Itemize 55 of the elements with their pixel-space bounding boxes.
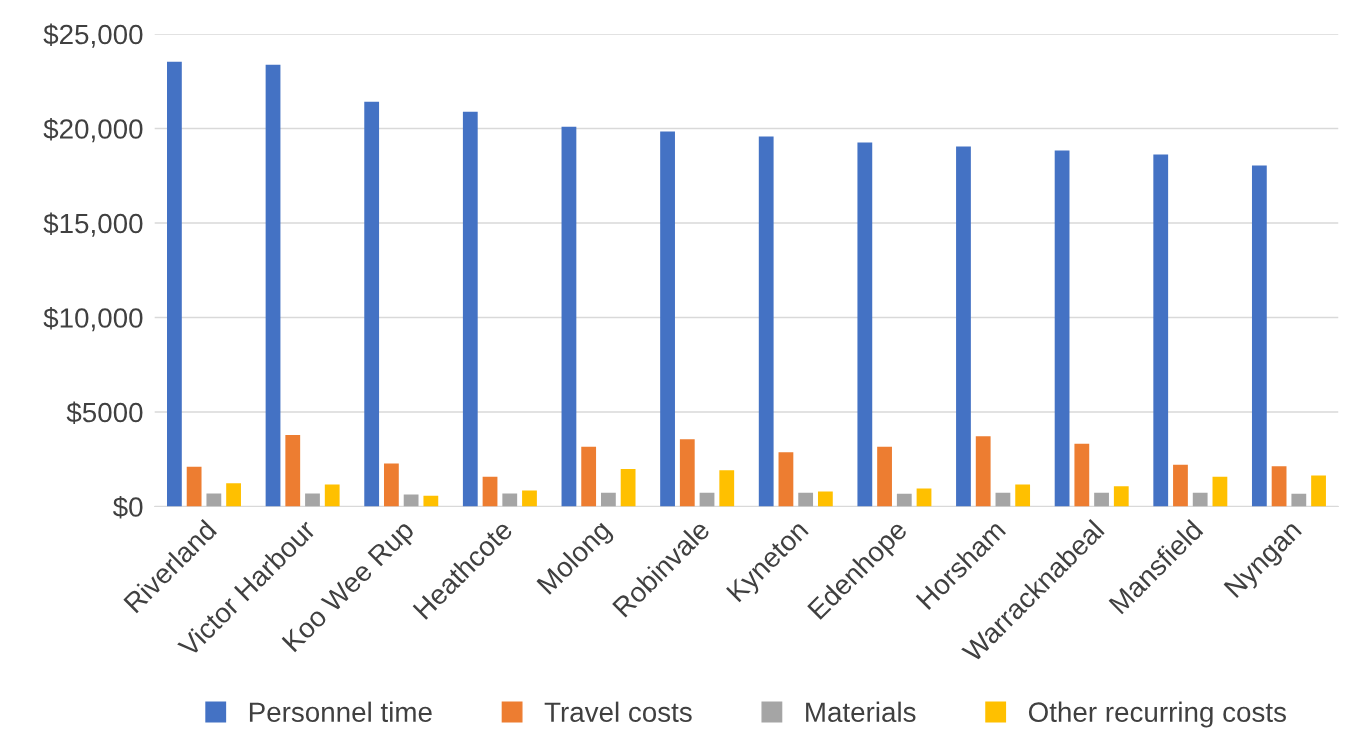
bar bbox=[719, 470, 735, 507]
bar bbox=[364, 101, 380, 507]
bar bbox=[975, 436, 991, 507]
bar bbox=[522, 490, 537, 507]
bar bbox=[857, 142, 873, 507]
bar bbox=[462, 111, 478, 507]
bar bbox=[1173, 464, 1188, 507]
bar bbox=[206, 493, 222, 507]
bar bbox=[561, 126, 577, 507]
y-tick-label: $5000 bbox=[66, 401, 143, 425]
bar bbox=[1192, 492, 1208, 507]
bar bbox=[1271, 466, 1287, 507]
bar bbox=[403, 494, 419, 507]
bar bbox=[285, 434, 301, 507]
bar bbox=[226, 483, 241, 507]
bar bbox=[1212, 476, 1228, 507]
bar bbox=[1291, 493, 1307, 507]
bar bbox=[167, 61, 182, 507]
bar bbox=[305, 493, 320, 507]
bar bbox=[1113, 486, 1129, 507]
legend-label: Travel costs bbox=[544, 701, 692, 723]
bar bbox=[502, 493, 518, 507]
bar bbox=[581, 446, 597, 507]
bar bbox=[620, 469, 636, 507]
bar bbox=[778, 452, 794, 507]
legend-label: Personnel time bbox=[249, 701, 432, 723]
bar bbox=[1311, 475, 1326, 507]
bar bbox=[324, 484, 340, 507]
bar bbox=[482, 476, 498, 507]
y-tick-label: $20,000 bbox=[43, 118, 143, 143]
bar bbox=[1074, 443, 1090, 507]
bar bbox=[1251, 165, 1267, 507]
bar bbox=[384, 463, 399, 507]
legend-label: Materials bbox=[806, 701, 916, 723]
bar bbox=[423, 495, 439, 507]
legend-label: Other recurring costs bbox=[1028, 701, 1286, 728]
bar bbox=[1054, 150, 1070, 507]
y-tick-label: $25,000 bbox=[43, 23, 143, 48]
bar bbox=[1153, 154, 1169, 507]
y-tick-label: $0 bbox=[112, 496, 143, 519]
y-tick-label: $10,000 bbox=[43, 307, 143, 332]
bar bbox=[956, 146, 971, 507]
bar bbox=[600, 492, 616, 507]
bar bbox=[265, 64, 281, 507]
bar bbox=[758, 136, 774, 507]
bar bbox=[660, 131, 675, 507]
bar bbox=[896, 493, 912, 507]
bar bbox=[679, 439, 695, 507]
bar bbox=[817, 491, 833, 507]
y-tick-label: $15,000 bbox=[43, 212, 143, 237]
bar bbox=[877, 446, 892, 507]
bar bbox=[1094, 492, 1109, 507]
bar bbox=[1015, 484, 1031, 507]
bar bbox=[186, 466, 202, 507]
bar bbox=[798, 492, 814, 507]
